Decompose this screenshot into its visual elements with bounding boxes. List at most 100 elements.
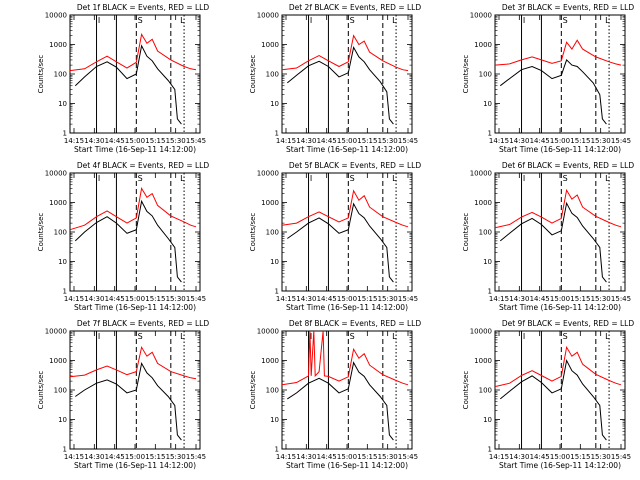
y-tick-label: 1 — [63, 288, 67, 296]
x-axis-label: Start Time (16-Sep-11 14:12:00) — [499, 303, 621, 312]
y-tick-label: 1000 — [49, 199, 67, 207]
plot-frame — [281, 172, 413, 292]
x-tick-label: 15:30 — [166, 453, 186, 461]
chart-panel-3: Det 3f BLACK = Events, RED = LLD 1 10 100 10… — [462, 3, 634, 154]
x-tick-label: 15:00 — [550, 295, 570, 303]
event-marker: I — [98, 332, 100, 341]
event-marker: I — [523, 16, 525, 25]
y-tick-label: 1000 — [474, 357, 492, 365]
y-tick-label: 10000 — [257, 328, 279, 336]
x-tick-label: 14:15 — [489, 137, 509, 145]
x-tick-label: 14:30 — [84, 295, 104, 303]
event-marker: I — [310, 16, 312, 25]
y-tick-label: 100 — [266, 229, 279, 237]
event-marker: L — [180, 16, 185, 25]
chart-panel-9: Det 9f BLACK = Events, RED = LLD 1 10 100 10… — [462, 319, 634, 470]
x-axis-label: Start Time (16-Sep-11 14:12:00) — [74, 303, 196, 312]
event-marker: S — [350, 174, 355, 183]
event-marker: I — [98, 16, 100, 25]
lld-series-line — [281, 34, 409, 72]
chart-title: Det 7f BLACK = Events, RED = LLD — [77, 319, 210, 328]
x-tick-label: 15:45 — [611, 453, 631, 461]
plot-frame — [494, 172, 626, 292]
x-tick-label: 14:30 — [509, 453, 529, 461]
plot-frame — [69, 172, 201, 292]
y-tick-label: 1000 — [474, 199, 492, 207]
x-tick-label: 15:30 — [591, 295, 611, 303]
x-tick-label: 14:45 — [530, 453, 550, 461]
x-tick-label: 14:30 — [296, 295, 316, 303]
events-series-line — [499, 201, 607, 283]
x-tick-label: 14:45 — [317, 295, 337, 303]
plot-frame — [281, 330, 413, 450]
event-marker: S — [563, 16, 568, 25]
x-tick-label: 15:45 — [398, 453, 418, 461]
x-tick-label: 15:30 — [591, 137, 611, 145]
x-tick-label: 15:15 — [357, 295, 377, 303]
y-tick-label: 100 — [266, 387, 279, 395]
events-series-line — [75, 361, 182, 441]
y-tick-label: 100 — [479, 71, 492, 79]
plot-frame — [494, 330, 626, 450]
lld-series-line — [494, 39, 622, 66]
x-tick-label: 14:45 — [105, 137, 125, 145]
x-tick-label: 15:00 — [125, 295, 145, 303]
y-axis-label: Counts/sec — [37, 213, 45, 252]
x-tick-label: 15:30 — [166, 137, 186, 145]
event-marker: I — [523, 332, 525, 341]
event-marker: I — [98, 174, 100, 183]
y-tick-label: 1000 — [261, 357, 279, 365]
event-marker: L — [605, 332, 610, 341]
events-series-line — [286, 45, 394, 125]
x-tick-label: 14:45 — [317, 453, 337, 461]
event-marker: S — [138, 174, 143, 183]
x-axis-label: Start Time (16-Sep-11 14:12:00) — [74, 461, 196, 470]
y-tick-label: 1 — [275, 446, 279, 454]
event-marker: S — [563, 332, 568, 341]
x-tick-label: 15:00 — [337, 453, 357, 461]
x-tick-label: 15:15 — [145, 137, 165, 145]
y-tick-label: 1 — [488, 446, 492, 454]
y-tick-label: 100 — [266, 71, 279, 79]
x-tick-label: 14:45 — [105, 453, 125, 461]
plot-frame — [494, 14, 626, 134]
x-tick-label: 14:45 — [105, 295, 125, 303]
chart-panel-1: Det 1f BLACK = Events, RED = LLD 1 10 100 10… — [37, 3, 209, 154]
y-tick-label: 10000 — [45, 328, 67, 336]
x-tick-label: 15:45 — [186, 295, 206, 303]
x-tick-label: 15:30 — [591, 453, 611, 461]
lld-series-line — [69, 33, 197, 72]
x-tick-label: 15:00 — [125, 453, 145, 461]
x-tick-label: 14:30 — [84, 453, 104, 461]
x-tick-label: 14:15 — [64, 137, 84, 145]
x-tick-label: 15:45 — [398, 137, 418, 145]
event-marker: L — [180, 332, 185, 341]
x-tick-label: 14:15 — [489, 453, 509, 461]
y-tick-label: 10 — [58, 258, 67, 266]
y-tick-label: 10 — [483, 258, 492, 266]
x-tick-label: 14:30 — [84, 137, 104, 145]
lld-series-line — [494, 345, 622, 388]
event-marker: L — [392, 174, 397, 183]
x-tick-label: 14:15 — [276, 453, 296, 461]
chart-title: Det 9f BLACK = Events, RED = LLD — [502, 319, 635, 328]
y-axis-label: Counts/sec — [462, 213, 470, 252]
chart-title: Det 4f BLACK = Events, RED = LLD — [77, 161, 210, 170]
chart-panel-5: Det 5f BLACK = Events, RED = LLD 1 10 100 10… — [249, 161, 421, 312]
y-tick-label: 10000 — [470, 328, 492, 336]
x-tick-label: 15:15 — [145, 453, 165, 461]
y-tick-label: 10000 — [45, 12, 67, 20]
y-tick-label: 10 — [58, 416, 67, 424]
y-tick-label: 100 — [479, 229, 492, 237]
y-axis-label: Counts/sec — [462, 371, 470, 410]
x-tick-label: 15:15 — [357, 453, 377, 461]
x-tick-label: 14:30 — [296, 137, 316, 145]
x-tick-label: 15:45 — [611, 137, 631, 145]
event-marker: L — [605, 174, 610, 183]
x-axis-label: Start Time (16-Sep-11 14:12:00) — [286, 303, 408, 312]
chart-panel-6: Det 6f BLACK = Events, RED = LLD 1 10 100 10… — [462, 161, 634, 312]
y-axis-label: Counts/sec — [37, 371, 45, 410]
y-axis-label: Counts/sec — [37, 55, 45, 94]
events-series-line — [287, 361, 394, 441]
lld-series-line — [281, 189, 409, 228]
